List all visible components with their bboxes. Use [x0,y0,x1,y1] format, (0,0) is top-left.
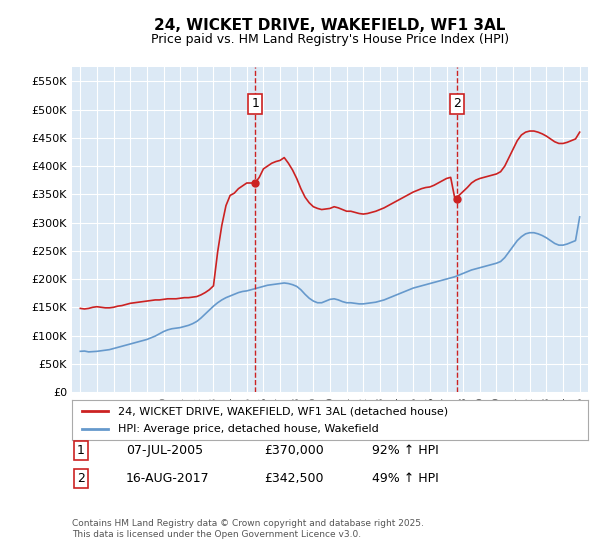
Text: 24, WICKET DRIVE, WAKEFIELD, WF1 3AL (detached house): 24, WICKET DRIVE, WAKEFIELD, WF1 3AL (de… [118,407,449,417]
Text: 49% ↑ HPI: 49% ↑ HPI [372,472,439,486]
Text: 92% ↑ HPI: 92% ↑ HPI [372,444,439,458]
Text: Price paid vs. HM Land Registry's House Price Index (HPI): Price paid vs. HM Land Registry's House … [151,32,509,46]
Text: 1: 1 [251,97,259,110]
Text: 16-AUG-2017: 16-AUG-2017 [126,472,209,486]
Text: 1: 1 [77,444,85,458]
Text: 2: 2 [77,472,85,486]
Text: HPI: Average price, detached house, Wakefield: HPI: Average price, detached house, Wake… [118,423,379,433]
Text: 24, WICKET DRIVE, WAKEFIELD, WF1 3AL: 24, WICKET DRIVE, WAKEFIELD, WF1 3AL [154,18,506,32]
Text: £370,000: £370,000 [264,444,324,458]
Text: 07-JUL-2005: 07-JUL-2005 [126,444,203,458]
Text: 2: 2 [453,97,461,110]
Text: £342,500: £342,500 [264,472,323,486]
Text: This data is licensed under the Open Government Licence v3.0.: This data is licensed under the Open Gov… [72,530,361,539]
Text: Contains HM Land Registry data © Crown copyright and database right 2025.: Contains HM Land Registry data © Crown c… [72,519,424,528]
